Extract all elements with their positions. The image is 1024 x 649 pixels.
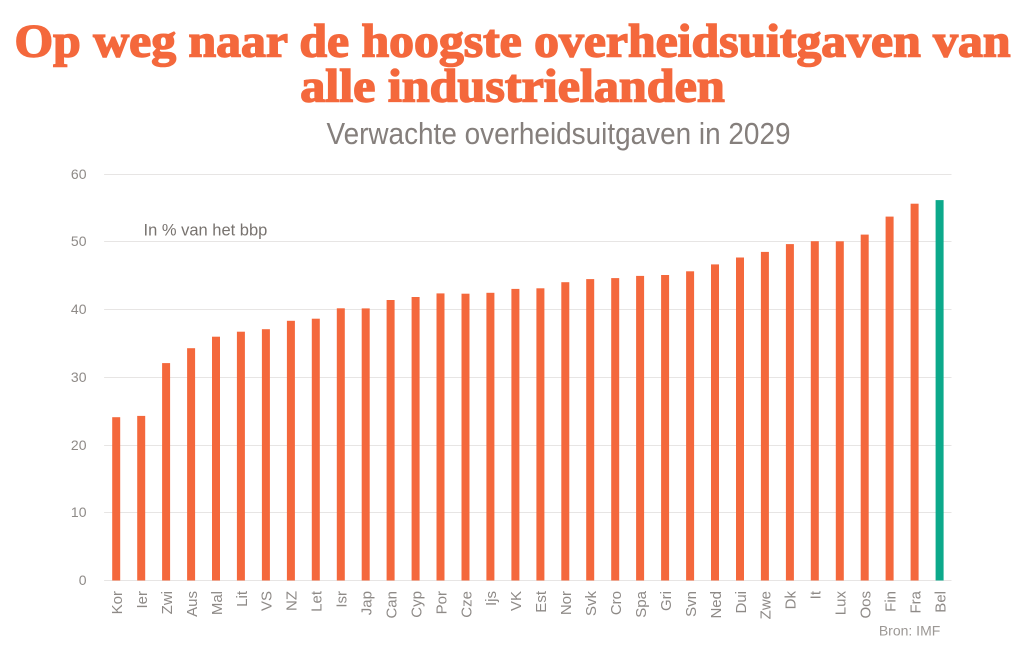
svg-text:Lux: Lux xyxy=(833,591,850,616)
svg-text:Isr: Isr xyxy=(334,591,351,608)
svg-text:Oos: Oos xyxy=(858,591,875,619)
svg-text:Can: Can xyxy=(383,591,400,619)
svg-text:Fin: Fin xyxy=(882,591,899,612)
svg-text:Bron: IMF: Bron: IMF xyxy=(879,623,940,639)
svg-text:Bel: Bel xyxy=(932,591,949,613)
svg-text:Ned: Ned xyxy=(708,591,725,619)
svg-text:Spa: Spa xyxy=(633,590,650,617)
svg-text:alle industrielanden: alle industrielanden xyxy=(300,61,725,113)
svg-text:Aus: Aus xyxy=(184,591,201,617)
svg-text:Dui: Dui xyxy=(733,591,750,614)
svg-text:20: 20 xyxy=(71,437,87,453)
svg-text:Zwi: Zwi xyxy=(159,591,176,614)
svg-text:Jap: Jap xyxy=(359,591,376,615)
svg-text:VK: VK xyxy=(508,591,525,611)
svg-text:50: 50 xyxy=(71,233,87,249)
svg-text:Cyp: Cyp xyxy=(408,591,425,618)
svg-text:Svk: Svk xyxy=(583,591,600,617)
svg-text:10: 10 xyxy=(71,504,87,520)
svg-text:Lit: Lit xyxy=(234,590,251,607)
svg-text:0: 0 xyxy=(79,572,87,588)
svg-text:Nor: Nor xyxy=(558,591,575,615)
svg-text:Fra: Fra xyxy=(907,590,924,613)
svg-text:Op weg naar de hoogste overhei: Op weg naar de hoogste overheidsuitgaven… xyxy=(15,16,1011,68)
svg-text:Ijs: Ijs xyxy=(483,591,500,606)
svg-text:It: It xyxy=(808,590,825,599)
svg-text:40: 40 xyxy=(71,301,87,317)
svg-text:Cro: Cro xyxy=(608,591,625,615)
svg-text:30: 30 xyxy=(71,369,87,385)
svg-text:Cze: Cze xyxy=(458,591,475,618)
svg-text:Verwachte overheidsuitgaven in: Verwachte overheidsuitgaven in 2029 xyxy=(327,116,791,151)
svg-text:Mal: Mal xyxy=(209,591,226,615)
svg-text:Let: Let xyxy=(309,590,326,612)
svg-text:Por: Por xyxy=(433,591,450,614)
svg-text:Dk: Dk xyxy=(783,591,800,610)
svg-text:VS: VS xyxy=(259,591,276,611)
svg-text:Ier: Ier xyxy=(134,591,151,609)
svg-text:Est: Est xyxy=(533,590,550,613)
svg-text:60: 60 xyxy=(71,166,87,182)
svg-text:Svn: Svn xyxy=(683,591,700,617)
svg-text:In % van het bbp: In % van het bbp xyxy=(144,221,268,239)
svg-text:NZ: NZ xyxy=(284,591,301,611)
svg-text:Zwe: Zwe xyxy=(758,591,775,619)
svg-text:Gri: Gri xyxy=(658,591,675,611)
svg-text:Kor: Kor xyxy=(109,591,126,614)
